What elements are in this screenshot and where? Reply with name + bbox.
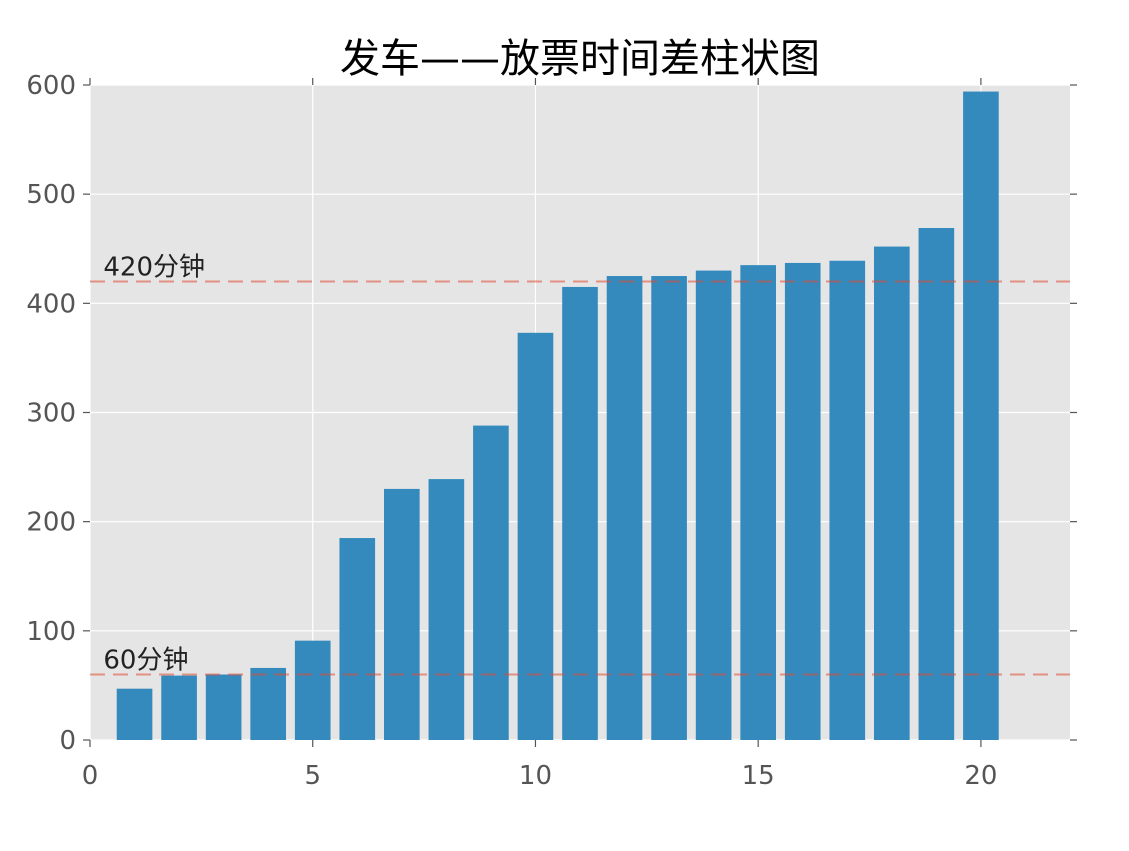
bar (428, 479, 465, 740)
bar (963, 91, 999, 741)
x-tick-label: 15 (742, 761, 775, 791)
reference-line-label: 60分钟 (103, 646, 188, 676)
x-tick-label: 0 (82, 761, 99, 791)
bar (294, 640, 331, 740)
bar (384, 488, 420, 740)
bar (829, 260, 866, 740)
bar (784, 262, 821, 740)
bar (517, 332, 554, 740)
y-tick-label: 300 (26, 399, 76, 429)
bar (473, 425, 509, 740)
x-tick-label: 20 (964, 761, 997, 791)
reference-line-label: 420分钟 (103, 253, 205, 283)
bar (562, 286, 598, 740)
chart-title: 发车——放票时间差柱状图 (340, 36, 820, 82)
bar (116, 688, 153, 740)
bar (250, 667, 286, 740)
bar (740, 265, 776, 740)
y-tick-label: 600 (26, 71, 76, 101)
y-tick-label: 0 (59, 726, 76, 756)
bar (606, 276, 643, 740)
y-tick-label: 200 (26, 508, 76, 538)
y-tick-label: 500 (26, 180, 76, 210)
bar (874, 246, 910, 741)
bar (918, 228, 955, 740)
bar (651, 276, 687, 740)
y-tick-label: 400 (26, 289, 76, 319)
bar (161, 675, 197, 740)
bar (205, 674, 242, 740)
y-tick-label: 100 (26, 617, 76, 647)
x-tick-label: 10 (519, 761, 552, 791)
bar (339, 538, 376, 740)
bar (695, 270, 732, 740)
x-tick-label: 5 (304, 761, 321, 791)
